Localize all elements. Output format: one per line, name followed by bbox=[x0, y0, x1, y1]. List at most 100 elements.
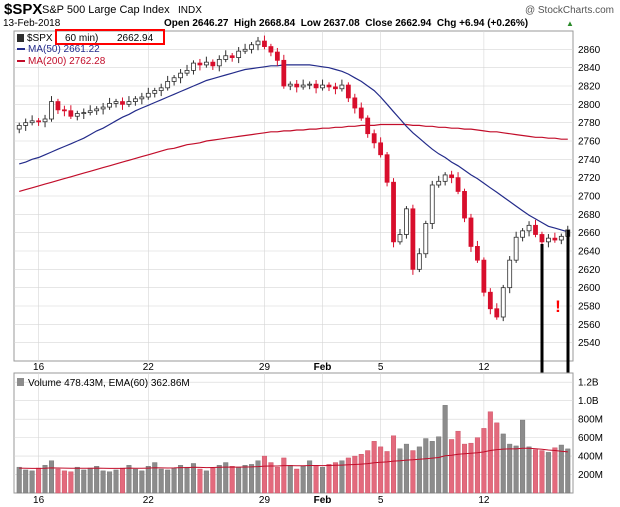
volume-bar bbox=[229, 466, 235, 494]
candle-body bbox=[184, 70, 190, 74]
candle bbox=[442, 172, 448, 186]
candle bbox=[404, 206, 409, 239]
x-tick-label: 16 bbox=[33, 362, 45, 373]
volume-bar bbox=[533, 449, 539, 494]
x-tick-label: Feb bbox=[314, 362, 332, 373]
volume-bar bbox=[255, 460, 261, 494]
candle-body bbox=[533, 224, 538, 235]
volume-bar bbox=[203, 470, 209, 494]
price-tick-label: 2720 bbox=[578, 173, 601, 184]
volume-legend-label: Volume 478.43M, EMA(60) 362.86M bbox=[28, 378, 190, 389]
candle bbox=[294, 80, 300, 93]
volume-bar bbox=[152, 462, 158, 494]
candle-body bbox=[371, 133, 377, 144]
candle-body bbox=[68, 110, 74, 117]
volume-tick-label: 1.0B bbox=[578, 396, 599, 407]
candle-body bbox=[320, 84, 325, 89]
candle-body bbox=[139, 96, 145, 100]
candle bbox=[320, 79, 325, 91]
volume-tick-label: 400M bbox=[578, 452, 603, 463]
candle bbox=[223, 50, 229, 63]
volume-tick-label: 800M bbox=[578, 415, 603, 426]
volume-bar bbox=[345, 457, 351, 494]
candle bbox=[378, 137, 384, 158]
volume-bar bbox=[520, 419, 526, 494]
candle bbox=[268, 43, 274, 57]
candle bbox=[397, 229, 403, 245]
volume-bar bbox=[87, 467, 93, 494]
annotation-mark: ! bbox=[555, 297, 561, 316]
candle bbox=[287, 81, 293, 91]
volume-bar bbox=[139, 470, 145, 494]
candle bbox=[513, 231, 519, 263]
candle-body bbox=[126, 101, 132, 105]
candle-body bbox=[268, 46, 274, 53]
x-axis-middle: 16 22 29 Feb 5 12 bbox=[33, 362, 490, 373]
candle bbox=[120, 97, 125, 110]
volume-bar bbox=[320, 466, 326, 494]
volume-bars bbox=[16, 405, 571, 494]
x-tick-label: 5 bbox=[378, 495, 384, 506]
candle bbox=[42, 114, 48, 128]
volume-bar bbox=[281, 457, 287, 494]
x-tick-label: 16 bbox=[33, 495, 45, 506]
candle bbox=[423, 220, 429, 258]
candle-body bbox=[81, 112, 87, 114]
candle-body bbox=[152, 90, 158, 94]
volume-bar bbox=[197, 468, 203, 494]
watermark: @ StockCharts.com bbox=[525, 5, 614, 16]
candle bbox=[62, 105, 67, 117]
candle-body bbox=[107, 103, 112, 108]
candle bbox=[449, 170, 455, 184]
candle bbox=[339, 79, 345, 92]
candle-body bbox=[526, 224, 532, 232]
candle bbox=[94, 106, 100, 115]
candle-body bbox=[410, 208, 416, 270]
candle-body bbox=[429, 184, 435, 224]
volume-bar bbox=[74, 466, 80, 494]
candle bbox=[249, 42, 254, 54]
volume-bar bbox=[474, 437, 480, 494]
candle-body bbox=[442, 174, 448, 182]
candle bbox=[107, 97, 112, 110]
volume-bar bbox=[132, 468, 138, 494]
price-y-axis: 2860 2840 2820 2800 2780 2760 2740 2720 2700 2680… bbox=[578, 45, 601, 349]
volume-bar bbox=[494, 422, 500, 494]
volume-bar bbox=[216, 465, 222, 494]
candle-body bbox=[249, 44, 254, 50]
candle bbox=[410, 204, 416, 275]
interval-label: 60 min) bbox=[65, 33, 98, 44]
candle bbox=[416, 248, 422, 273]
volume-bar bbox=[423, 438, 429, 494]
volume-y-axis: 1.2B 1.0B 800M 600M 400M 200M bbox=[578, 378, 603, 481]
volume-bar bbox=[410, 450, 416, 494]
volume-bar bbox=[261, 455, 267, 494]
volume-bar bbox=[223, 462, 229, 494]
candle-body bbox=[333, 86, 338, 90]
candle bbox=[197, 58, 203, 71]
candle bbox=[358, 102, 364, 121]
candle-body bbox=[191, 62, 196, 71]
volume-ema-line bbox=[19, 447, 568, 469]
volume-bar bbox=[332, 462, 338, 494]
volume-bar bbox=[249, 464, 255, 494]
date-label: 13-Feb-2018 bbox=[3, 18, 61, 29]
volume-tick-label: 1.2B bbox=[578, 378, 599, 389]
candle bbox=[455, 172, 461, 195]
candle-body bbox=[23, 122, 29, 126]
candle bbox=[371, 129, 377, 149]
candle-body bbox=[449, 174, 455, 179]
volume-bar bbox=[178, 465, 184, 494]
candle-body bbox=[274, 51, 280, 61]
volume-bar bbox=[371, 441, 377, 494]
candle bbox=[191, 60, 196, 75]
candlesticks bbox=[16, 35, 571, 322]
candle bbox=[468, 213, 474, 252]
volume-bar bbox=[68, 471, 74, 494]
volume-bar bbox=[107, 471, 113, 494]
candle bbox=[49, 96, 54, 122]
candle-body bbox=[513, 236, 519, 261]
volume-bar bbox=[326, 464, 332, 494]
candle-body bbox=[365, 117, 371, 135]
volume-bar bbox=[294, 468, 300, 494]
